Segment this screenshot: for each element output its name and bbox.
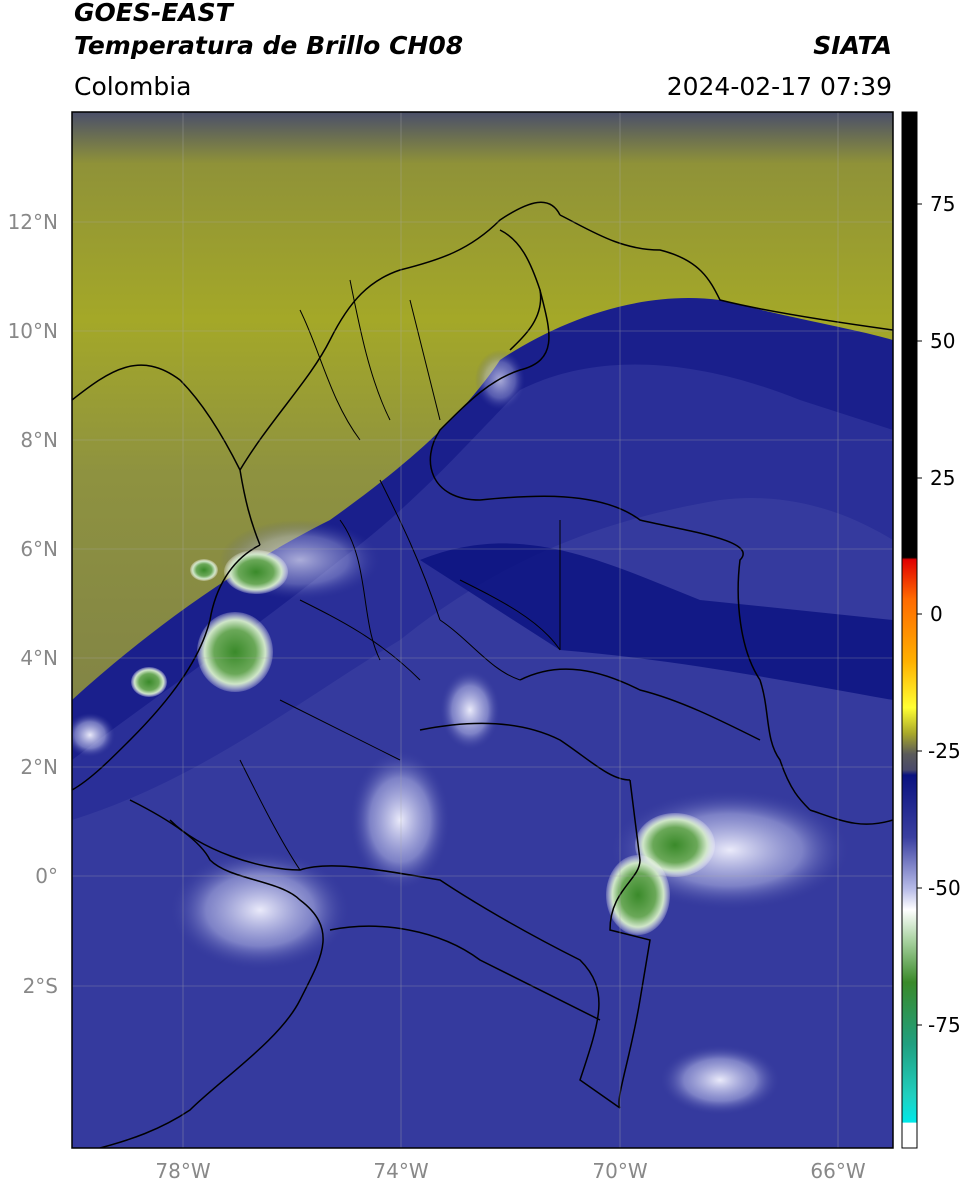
lat-label: 6°N (20, 537, 58, 561)
lat-label: 2°N (20, 755, 58, 779)
satellite-title: GOES-EAST (74, 0, 233, 27)
gridlines (72, 112, 893, 1148)
lat-label: 8°N (20, 428, 58, 452)
colorbar: 75 50 25 0 -25 -50 -75 (901, 111, 961, 1149)
colorbar-tick: 0 (930, 602, 943, 626)
lat-label: 10°N (8, 319, 58, 343)
lon-label: 78°W (155, 1159, 210, 1183)
agency-label: SIATA (813, 31, 892, 60)
lat-label: 2°S (23, 974, 58, 998)
map-frame (71, 111, 894, 1149)
colorbar-tick: -75 (928, 1013, 961, 1037)
lat-label: 0° (35, 864, 58, 888)
product-title: Temperatura de Brillo CH08 (74, 31, 464, 60)
colorbar-tick: 75 (930, 192, 955, 216)
lon-label: 70°W (592, 1159, 647, 1183)
lon-label: 66°W (810, 1159, 865, 1183)
lat-label: 4°N (20, 646, 58, 670)
colorbar-tick: -25 (928, 739, 961, 763)
lat-label: 12°N (8, 210, 58, 234)
longitude-labels: 78°W 74°W 70°W 66°W (155, 1159, 865, 1183)
region-label: Colombia (74, 72, 192, 101)
colorbar-tick: 50 (930, 329, 955, 353)
colorbar-tick: 25 (930, 466, 955, 490)
latitude-labels: 12°N 10°N 8°N 6°N 4°N 2°N 0° 2°S (8, 210, 58, 998)
datetime-label: 2024-02-17 07:39 (666, 72, 892, 101)
colorbar-tick: -50 (928, 876, 961, 900)
lon-label: 74°W (373, 1159, 428, 1183)
colorbar-scale (901, 111, 918, 1149)
satellite-imagery (72, 112, 893, 1148)
department-borders (239, 279, 561, 871)
